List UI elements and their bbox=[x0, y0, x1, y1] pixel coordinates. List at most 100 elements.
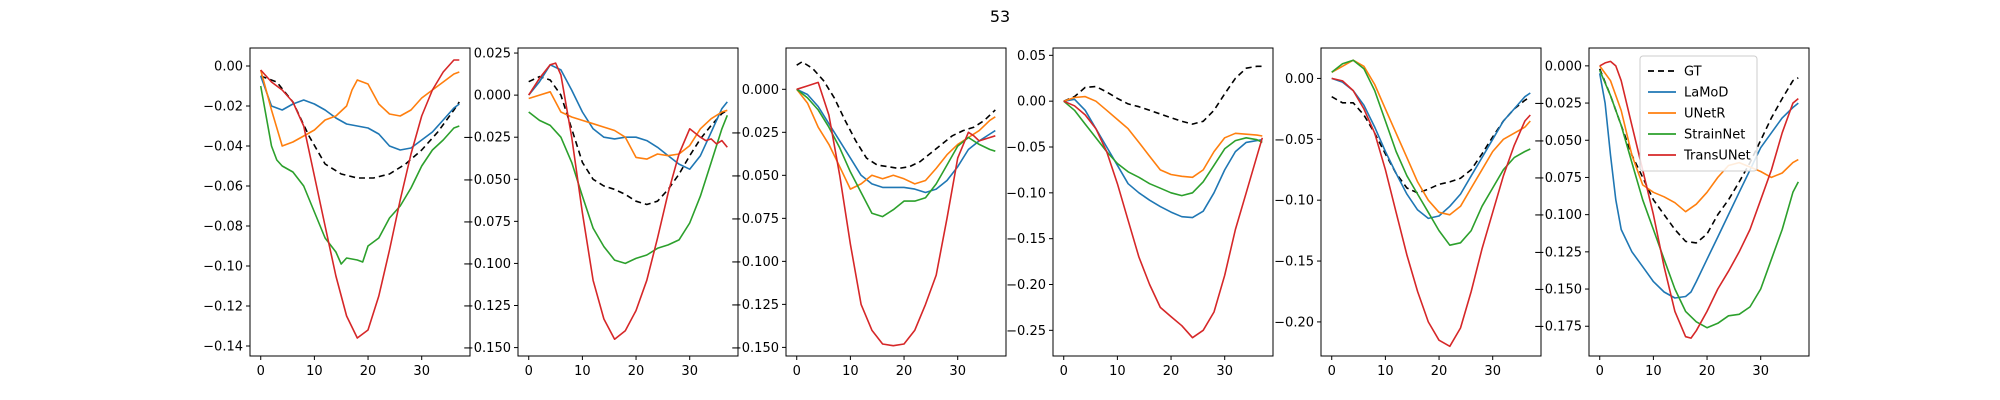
axes-frame bbox=[249, 47, 471, 357]
x-tick-label: 20 bbox=[1431, 364, 1448, 379]
series-line-unetr bbox=[1063, 95, 1263, 179]
chart-panel-5: 0 10 20 30 0.00 −0.05 −0.10 −0.15 −0.20 bbox=[1274, 47, 1542, 379]
x-tick-label: 30 bbox=[949, 364, 966, 379]
y-tick-label: −0.06 bbox=[203, 180, 243, 195]
series-line-lamod bbox=[528, 64, 728, 170]
series-line-lamod bbox=[1598, 73, 1799, 299]
series-line-transunet bbox=[260, 59, 460, 339]
series-line-gt bbox=[796, 60, 996, 170]
series-line-lamod bbox=[259, 75, 460, 151]
x-tick-label: 20 bbox=[360, 364, 377, 379]
series-group bbox=[1331, 59, 1531, 348]
axes-frame bbox=[1052, 47, 1274, 357]
x-tick-label: 10 bbox=[574, 364, 591, 379]
y-tick-label: −0.125 bbox=[463, 299, 511, 314]
series-line-lamod bbox=[1063, 98, 1263, 219]
x-tick-label: 0 bbox=[793, 364, 801, 379]
y-tick-label: −0.050 bbox=[731, 169, 779, 184]
y-tick-label: −0.15 bbox=[1274, 255, 1314, 270]
y-tick-label: 0.00 bbox=[1017, 95, 1046, 110]
y-tick-label: −0.050 bbox=[463, 173, 511, 188]
series-line-gt bbox=[260, 75, 460, 179]
y-tick-label: −0.125 bbox=[1534, 245, 1582, 260]
x-tick-label: 20 bbox=[896, 364, 913, 379]
x-tick-label: 0 bbox=[525, 364, 533, 379]
x-tick-label: 10 bbox=[1377, 364, 1394, 379]
y-tick-label: −0.20 bbox=[1006, 278, 1046, 293]
y-tick-label: −0.04 bbox=[203, 140, 243, 155]
y-tick-label: −0.025 bbox=[463, 131, 511, 146]
x-tick-label: 20 bbox=[1699, 364, 1716, 379]
y-tick-label: 0.000 bbox=[742, 83, 779, 98]
y-tick-label: −0.25 bbox=[1006, 324, 1046, 339]
series-line-gt bbox=[528, 75, 728, 206]
series-group bbox=[528, 62, 729, 341]
y-tick-label: −0.150 bbox=[731, 341, 779, 356]
y-tick-label: −0.025 bbox=[731, 126, 779, 141]
y-tick-label: −0.100 bbox=[463, 257, 511, 272]
y-tick-label: −0.100 bbox=[1534, 208, 1582, 223]
series-line-strainnet bbox=[1331, 59, 1531, 246]
y-tick-label: −0.175 bbox=[1534, 320, 1582, 335]
y-tick-label: −0.05 bbox=[1274, 133, 1314, 148]
y-tick-label: 0.000 bbox=[474, 89, 511, 104]
y-tick-label: −0.20 bbox=[1274, 315, 1314, 330]
legend: GT LaMoD UNetR StrainNet TransUNet bbox=[1639, 55, 1758, 172]
y-tick-label: −0.075 bbox=[1534, 171, 1582, 186]
series-line-unetr bbox=[528, 91, 728, 160]
series-group bbox=[796, 60, 996, 347]
y-tick-label: −0.14 bbox=[203, 340, 243, 355]
axes-frame bbox=[1588, 47, 1810, 357]
y-tick-label: −0.150 bbox=[1534, 283, 1582, 298]
chart-panel-2: 0 10 20 30 0.025 0.000 −0.025 −0.050 −0.075 −0.10… bbox=[463, 47, 739, 379]
legend-label-gt: GT bbox=[1684, 65, 1702, 80]
y-tick-label: 0.05 bbox=[1017, 49, 1046, 64]
x-tick-label: 30 bbox=[1216, 364, 1233, 379]
y-tick-label: −0.075 bbox=[731, 212, 779, 227]
y-tick-label: −0.10 bbox=[1274, 194, 1314, 209]
series-line-lamod bbox=[1331, 77, 1531, 220]
legend-box bbox=[1639, 55, 1758, 172]
series-group bbox=[259, 59, 460, 339]
y-tick-label: −0.050 bbox=[1534, 134, 1582, 149]
x-tick-label: 30 bbox=[413, 364, 430, 379]
series-line-transunet bbox=[528, 62, 728, 341]
axes-frame bbox=[517, 47, 739, 357]
x-tick-label: 10 bbox=[1645, 364, 1662, 379]
x-tick-label: 0 bbox=[1328, 364, 1336, 379]
y-tick-label: −0.100 bbox=[731, 255, 779, 270]
series-line-unetr bbox=[1331, 59, 1531, 216]
chart-panel-3: 0 10 20 30 0.000 −0.025 −0.050 −0.075 −0.100 −0.1… bbox=[731, 47, 1007, 379]
legend-label-lamod: LaMoD bbox=[1684, 86, 1728, 101]
series-line-transunet bbox=[1063, 100, 1264, 339]
y-tick-label: 0.000 bbox=[1545, 59, 1582, 74]
chart-panel-6: 0 10 20 30 0.000 −0.025 −0.050 −0.075 −0.100 −0.1… bbox=[1534, 47, 1810, 379]
axes-frame bbox=[1320, 47, 1542, 357]
x-tick-label: 10 bbox=[842, 364, 859, 379]
series-line-transunet bbox=[1331, 77, 1531, 348]
series-line-strainnet bbox=[528, 111, 729, 265]
series-line-strainnet bbox=[259, 85, 460, 265]
panels: 0 10 20 30 0.00 −0.02 −0.04 −0.06 −0.08 −0.10 −0.1… bbox=[203, 47, 1810, 379]
y-tick-label: −0.15 bbox=[1006, 232, 1046, 247]
series-line-transunet bbox=[796, 81, 996, 347]
legend-label-strainnet: StrainNet bbox=[1684, 128, 1745, 143]
x-tick-label: 10 bbox=[1109, 364, 1126, 379]
x-tick-label: 0 bbox=[257, 364, 265, 379]
y-tick-label: −0.025 bbox=[1534, 97, 1582, 112]
legend-label-unetr: UNetR bbox=[1684, 107, 1725, 122]
series-line-unetr bbox=[259, 69, 460, 147]
x-tick-label: 10 bbox=[306, 364, 323, 379]
series-group bbox=[1598, 60, 1800, 339]
series-line-gt bbox=[1063, 65, 1263, 125]
y-tick-label: −0.02 bbox=[203, 100, 243, 115]
x-tick-label: 30 bbox=[681, 364, 698, 379]
series-line-strainnet bbox=[1598, 69, 1800, 329]
x-tick-label: 30 bbox=[1752, 364, 1769, 379]
y-tick-label: −0.10 bbox=[1006, 186, 1046, 201]
chart-panel-1: 0 10 20 30 0.00 −0.02 −0.04 −0.06 −0.08 −0.10 −0.1… bbox=[203, 47, 471, 379]
legend-label-transunet: TransUNet bbox=[1683, 149, 1751, 164]
y-tick-label: −0.12 bbox=[203, 300, 243, 315]
y-tick-label: −0.075 bbox=[463, 215, 511, 230]
x-tick-label: 20 bbox=[628, 364, 645, 379]
